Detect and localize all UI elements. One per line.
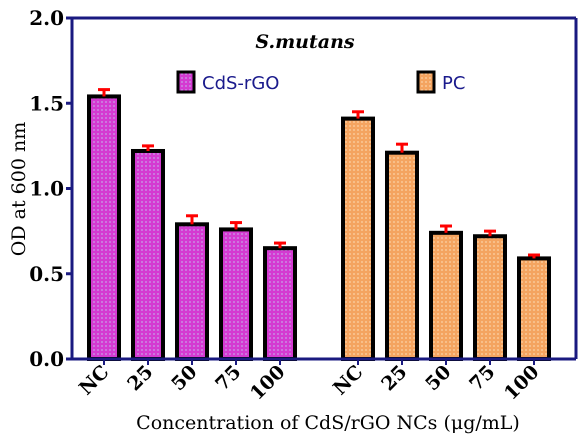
y-tick-label-0.0: 0.0	[29, 347, 64, 371]
y-ticks: 0.0 0.5 1.0 1.5 2.0	[29, 6, 72, 371]
y-axis-label: OD at 600 nm	[8, 122, 30, 256]
bar-cds-rgo-100	[263, 246, 297, 361]
legend-swatch-pc	[416, 70, 436, 94]
y-tick-label-1.5: 1.5	[29, 91, 64, 115]
y-tick-label-1.0: 1.0	[29, 177, 64, 201]
x-tick-label-cds-rgo-100: 100	[246, 361, 290, 405]
x-axis-label: Concentration of CdS/rGO NCs (μg/mL)	[136, 412, 520, 434]
x-tick-label-cds-rgo-75: 75	[211, 361, 245, 395]
x-tick-label-cds-rgo-25: 25	[123, 361, 157, 395]
legend-label-cds-rgo: CdS-rGO	[202, 73, 279, 94]
legend-label-pc: PC	[442, 73, 465, 94]
bar-cds-rgo-25	[131, 148, 165, 361]
x-tick-label-pc-nc: NC	[329, 361, 368, 400]
y-tick-label-0.5: 0.5	[29, 262, 64, 286]
bars-layer	[87, 94, 551, 362]
x-tick-label-pc-25: 25	[377, 361, 411, 395]
chart-title: S.mutans	[255, 31, 354, 53]
bar-cds-rgo-nc	[87, 94, 121, 362]
bar-pc-75	[473, 234, 507, 362]
bar-pc-nc	[341, 116, 375, 361]
bar-pc-100	[517, 256, 551, 361]
bar-cds-rgo-50	[175, 222, 209, 361]
x-tick-label-pc-75: 75	[465, 361, 499, 395]
legend: CdS-rGO PC	[176, 70, 465, 94]
bar-pc-50	[429, 230, 463, 361]
x-tick-label-cds-rgo-nc: NC	[75, 361, 114, 400]
x-tick-label-pc-100: 100	[500, 361, 544, 405]
x-tick-label-cds-rgo-50: 50	[167, 361, 201, 395]
bar-pc-25	[385, 150, 419, 361]
x-ticks: NC 25 50 75 100 NC 25 50 75 100	[75, 359, 544, 405]
legend-swatch-cds-rgo	[176, 70, 196, 94]
y-tick-label-2.0: 2.0	[29, 6, 64, 30]
x-tick-label-pc-50: 50	[421, 361, 455, 395]
bar-cds-rgo-75	[219, 227, 253, 361]
error-bars-layer	[98, 88, 540, 259]
